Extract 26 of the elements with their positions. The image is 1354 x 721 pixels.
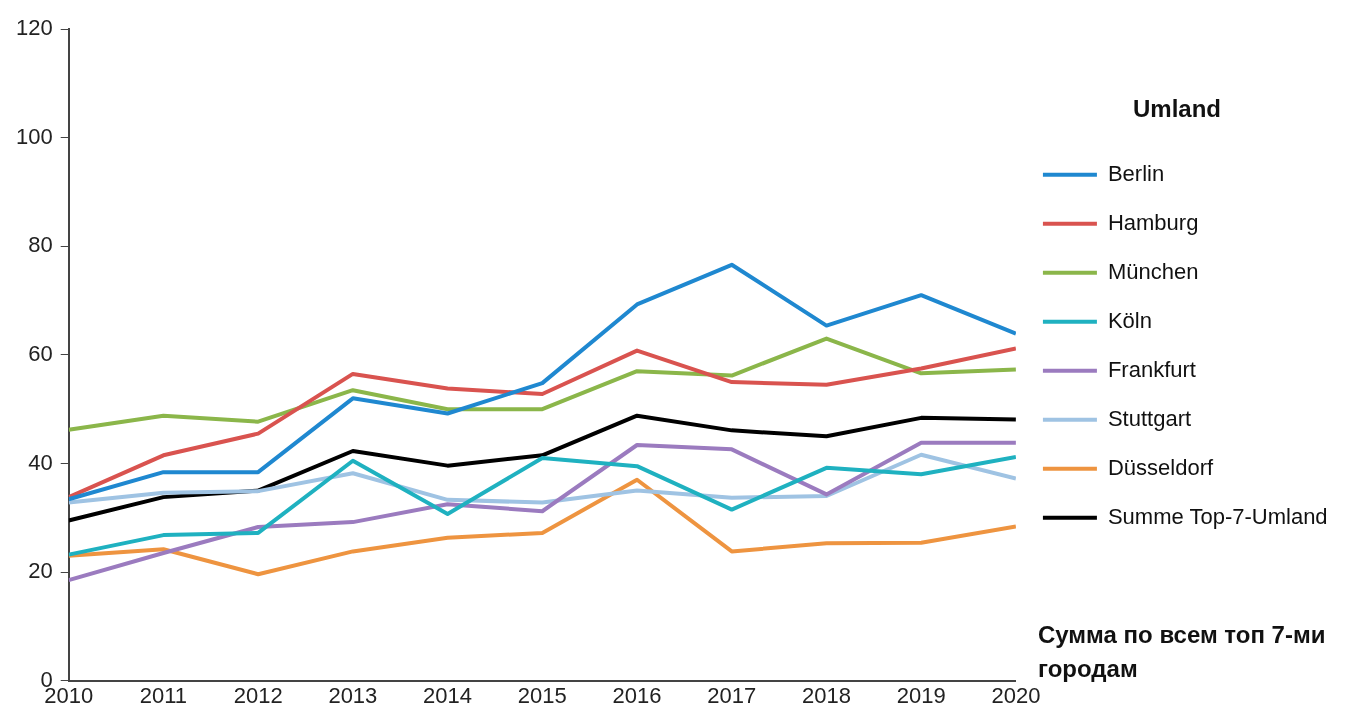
legend-label: Hamburg [1107, 209, 1199, 235]
y-tick-label: 120 [15, 15, 53, 41]
x-tick-label: 2016 [612, 682, 662, 708]
legend-label: Köln [1107, 307, 1152, 333]
x-tick-label: 2013 [328, 682, 378, 708]
legend-label: Berlin [1107, 160, 1165, 186]
y-tick-label: 40 [28, 449, 53, 475]
y-tick-label: 80 [28, 232, 53, 258]
y-tick-label: 20 [28, 558, 53, 584]
legend-label: Summe Top-7-Umland [1107, 503, 1328, 529]
legend-label: München [1107, 258, 1199, 284]
x-tick-label: 2020 [991, 682, 1041, 708]
legend-label: Frankfurt [1107, 356, 1196, 382]
y-tick-label: 60 [28, 340, 53, 366]
legend-label: Düsseldorf [1107, 454, 1214, 480]
y-tick-label: 100 [15, 123, 53, 149]
x-tick-label: 2014 [423, 682, 473, 708]
x-tick-label: 2018 [802, 682, 851, 708]
x-tick-label: 2012 [233, 682, 283, 708]
x-tick-label: 2017 [707, 682, 757, 708]
x-tick-label: 2015 [517, 682, 567, 708]
x-tick-label: 2011 [139, 682, 188, 708]
text: Сумма по всем топ 7-ми городам [1038, 621, 1326, 682]
legend-title: Umland [1132, 94, 1221, 122]
x-tick-label: 2019 [896, 682, 946, 708]
legend-label: Stuttgart [1107, 405, 1192, 431]
